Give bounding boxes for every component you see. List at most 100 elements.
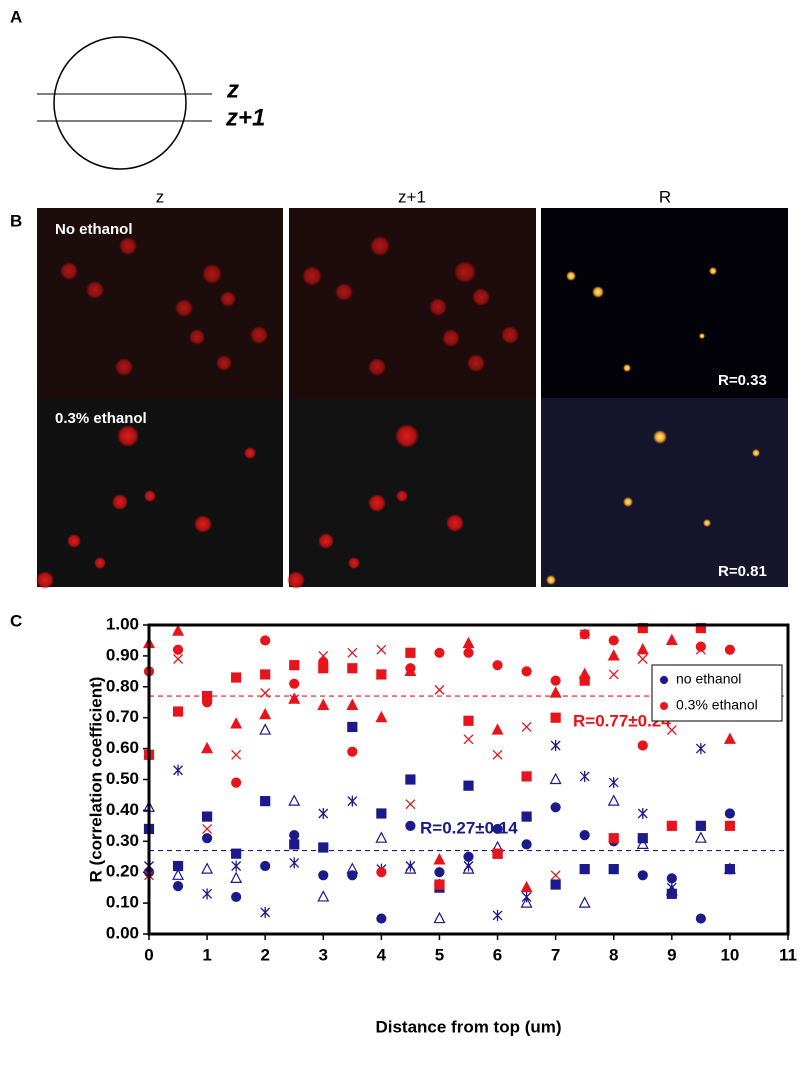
point — [550, 675, 561, 686]
x-tick-label: 10 — [720, 945, 739, 964]
point — [462, 636, 475, 649]
point — [172, 644, 184, 655]
point — [230, 717, 243, 729]
annotation: R=0.27±0.14 — [420, 818, 518, 837]
point — [578, 667, 591, 680]
point — [492, 749, 503, 760]
point — [231, 777, 242, 788]
annotation: R=0.77±0.24 — [573, 711, 671, 730]
y-tick-label: 0.00 — [106, 923, 139, 942]
point — [259, 723, 272, 735]
panel-label: C — [10, 611, 22, 630]
point — [637, 740, 648, 751]
point — [724, 820, 736, 831]
point — [289, 857, 300, 869]
x-axis-title: Distance from top (um) — [375, 1017, 561, 1036]
point — [695, 913, 706, 924]
point — [550, 870, 561, 881]
point — [578, 896, 591, 908]
point — [231, 860, 242, 872]
x-tick-label: 9 — [667, 945, 676, 964]
point — [637, 807, 648, 819]
point — [521, 811, 532, 822]
point — [434, 879, 445, 890]
coloc-spots — [546, 267, 760, 585]
point — [231, 749, 242, 760]
point — [695, 743, 706, 755]
plane-label: z — [226, 76, 239, 103]
point — [665, 633, 678, 646]
point — [695, 641, 706, 652]
point — [172, 868, 185, 880]
point — [318, 807, 329, 819]
point — [202, 823, 213, 834]
point — [347, 721, 358, 733]
plane-label: z+1 — [225, 104, 265, 131]
point — [231, 672, 242, 683]
point — [347, 795, 358, 807]
point — [724, 808, 736, 819]
point — [317, 890, 330, 902]
point — [260, 796, 271, 807]
point — [550, 712, 561, 723]
point — [463, 851, 474, 862]
point — [695, 820, 706, 831]
y-axis-title: R (correlation coefficient) — [86, 677, 105, 883]
point — [260, 860, 271, 872]
point — [695, 644, 706, 655]
point — [636, 837, 649, 849]
point — [579, 864, 590, 875]
point — [375, 831, 388, 843]
micrograph — [37, 398, 283, 587]
point — [579, 629, 590, 640]
x-tick-label: 7 — [551, 945, 560, 964]
y-tick-label: 0.30 — [106, 831, 139, 850]
point — [201, 690, 213, 702]
micrograph — [541, 398, 788, 587]
point — [375, 710, 388, 723]
point — [607, 649, 620, 661]
point — [724, 863, 735, 875]
scatter-chart: 0.00 0.10 0.20 0.30 0.40 0.50 0.60 0.70 0.80 0.90… — [86, 614, 797, 1036]
point — [579, 770, 590, 782]
y-tick-label: 0.10 — [106, 893, 139, 912]
plot-frame — [147, 623, 790, 936]
point — [492, 660, 503, 671]
point — [463, 860, 474, 872]
legend-label: no ethanol — [676, 671, 741, 687]
point — [172, 881, 184, 892]
point — [666, 882, 677, 894]
point — [434, 867, 445, 878]
r-label: R=0.81 — [718, 563, 767, 580]
point — [637, 654, 648, 664]
point — [520, 880, 533, 893]
x-tick-label: 4 — [377, 945, 387, 964]
point — [666, 873, 677, 884]
point — [289, 830, 300, 841]
x-tick-label: 8 — [609, 945, 618, 964]
y-tick-label: 0.80 — [106, 676, 139, 695]
point — [172, 706, 184, 717]
r-label: R=0.33 — [718, 372, 767, 389]
point — [259, 707, 272, 720]
row-label: 0.3% ethanol — [55, 410, 147, 427]
point — [376, 669, 387, 680]
point — [608, 777, 619, 789]
point — [376, 913, 387, 924]
micrograph — [37, 208, 283, 398]
point — [434, 684, 445, 695]
point — [491, 723, 504, 735]
point — [608, 833, 619, 844]
x-tick-label: 11 — [779, 945, 797, 964]
point — [376, 867, 387, 878]
legend-marker — [660, 702, 668, 710]
point — [463, 647, 474, 658]
point — [318, 663, 329, 674]
micrograph — [541, 208, 788, 398]
point — [607, 794, 620, 806]
y-tick-label: 0.40 — [106, 800, 139, 819]
point — [346, 862, 359, 874]
point — [550, 740, 561, 752]
y-tick-label: 0.70 — [106, 707, 139, 726]
point — [260, 688, 271, 698]
